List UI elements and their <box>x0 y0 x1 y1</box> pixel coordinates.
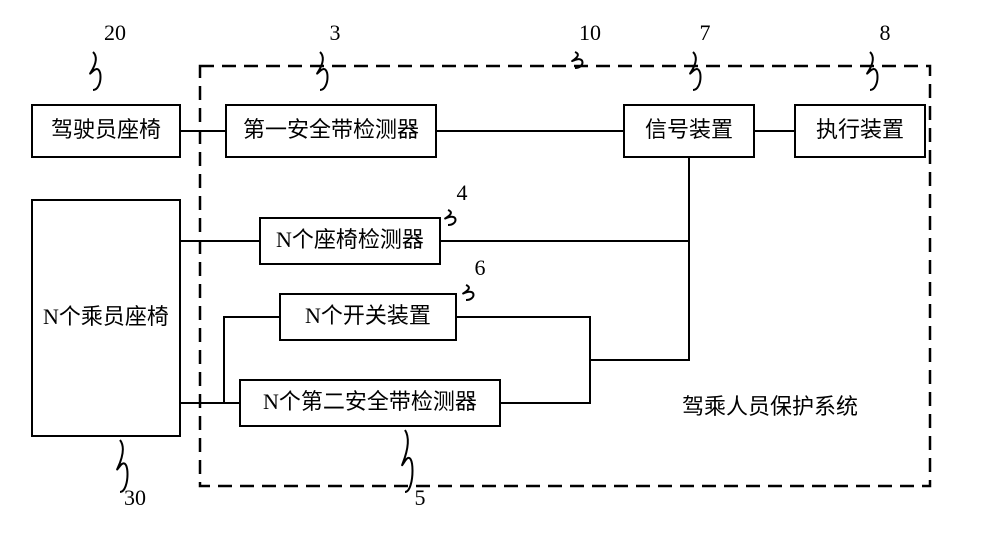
box-exec: 执行装置 <box>795 105 925 157</box>
ref-label-8: 8 <box>880 20 891 45</box>
box-label-n_seat_det: N个座椅检测器 <box>276 227 424 252</box>
box-label-n_det2: N个第二安全带检测器 <box>263 389 477 414</box>
box-n_pass_seat: N个乘员座椅 <box>32 200 180 436</box>
ref-label-10: 10 <box>579 20 601 45</box>
box-detector1: 第一安全带检测器 <box>226 105 436 157</box>
ref-label-7: 7 <box>700 20 711 45</box>
ref-label-3: 3 <box>330 20 341 45</box>
ref-label-20: 20 <box>104 20 126 45</box>
box-label-n_switch: N个开关装置 <box>305 303 431 328</box>
diagram-canvas: 驾乘人员保护系统 驾驶员座椅 第一安全带检测器 信号装置 执行装置 N个座椅检测器 N个开… <box>0 0 1000 542</box>
ref-label-30: 30 <box>124 485 146 510</box>
box-label-detector1: 第一安全带检测器 <box>243 117 419 142</box>
box-label-signal: 信号装置 <box>645 117 733 142</box>
ref-label-5: 5 <box>415 485 426 510</box>
ref-label-6: 6 <box>475 255 486 280</box>
box-driver_seat: 驾驶员座椅 <box>32 105 180 157</box>
system-boundary-label: 驾乘人员保护系统 <box>682 394 858 419</box>
box-label-n_pass_seat: N个乘员座椅 <box>43 304 169 329</box>
box-n_det2: N个第二安全带检测器 <box>240 380 500 426</box>
box-n_switch: N个开关装置 <box>280 294 456 340</box>
box-label-exec: 执行装置 <box>816 117 904 142</box>
box-label-driver_seat: 驾驶员座椅 <box>51 117 161 142</box>
box-n_seat_det: N个座椅检测器 <box>260 218 440 264</box>
ref-label-4: 4 <box>457 180 468 205</box>
box-signal: 信号装置 <box>624 105 754 157</box>
